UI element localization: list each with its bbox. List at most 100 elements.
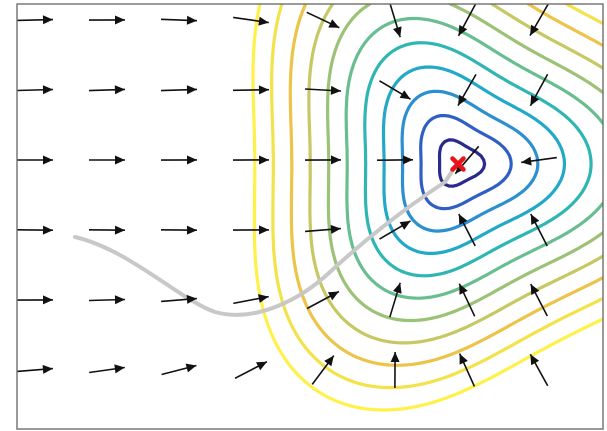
arrow-head — [390, 352, 400, 362]
arrow-head — [327, 291, 339, 301]
arrow-head — [186, 15, 197, 25]
gradient-arrow — [389, 4, 402, 38]
arrow-head — [399, 90, 411, 100]
arrow-head — [187, 225, 197, 235]
arrow-head — [43, 155, 53, 165]
arrow-head — [186, 85, 197, 95]
contour-level-4 — [381, 65, 567, 255]
minimum-marker — [450, 156, 466, 172]
contour-level-11 — [251, 4, 603, 412]
arrow-head — [114, 225, 125, 235]
contour-level-8 — [307, 4, 603, 345]
gradient-arrow — [457, 4, 477, 37]
arrow-head — [458, 214, 468, 225]
arrow-head — [42, 225, 53, 235]
arrow-head — [330, 85, 341, 95]
gradient-arrow — [88, 15, 126, 25]
gradient-arrow — [304, 155, 342, 165]
arrow-head — [256, 361, 267, 371]
gradient-arrow — [88, 85, 126, 95]
contour-level-5 — [363, 41, 593, 278]
arrow-head — [324, 355, 334, 367]
gradient-arrow — [529, 353, 549, 387]
gradient-arrow — [530, 213, 548, 247]
contour-level-9 — [288, 4, 603, 367]
gradient-arrow — [17, 85, 54, 95]
arrow-head — [521, 156, 532, 166]
gradient-arrow — [89, 155, 125, 165]
arrow-head — [459, 283, 468, 295]
arrow-head — [259, 155, 269, 165]
arrow-head — [43, 295, 53, 305]
arrow-head — [458, 94, 467, 106]
descent-path — [73, 162, 459, 317]
gradient-arrow — [232, 155, 270, 165]
gradient-arrow — [88, 225, 126, 235]
gradient-arrow — [389, 282, 402, 318]
arrow-head — [402, 155, 413, 165]
gradient-arrow — [529, 4, 549, 36]
gradient-arrow — [379, 220, 411, 240]
arrow-head — [393, 26, 402, 38]
arrow-head — [259, 225, 269, 235]
gradient-arrow — [311, 355, 335, 385]
arrow-head — [258, 16, 269, 26]
arrow-head — [42, 15, 53, 25]
gradient-arrow — [306, 11, 340, 29]
arrow-head — [258, 85, 269, 95]
arrow-head — [114, 364, 125, 374]
gradient-arrow — [233, 294, 269, 305]
arrow-head — [393, 282, 402, 294]
gradient-arrow — [161, 294, 197, 304]
gradient-arrow — [17, 15, 54, 25]
gradient-arrow — [17, 295, 54, 305]
gradient-arrow — [17, 155, 53, 165]
gradient-arrow — [17, 364, 53, 374]
arrow-head — [331, 155, 341, 165]
arrow-head — [115, 15, 125, 25]
gradient-arrow — [88, 295, 126, 305]
gradient-arrow — [458, 353, 476, 387]
gradient-arrow — [521, 156, 557, 166]
arrow-head — [530, 94, 540, 106]
gradient-arrow — [232, 225, 270, 235]
gradient-arrow — [160, 85, 198, 95]
gradient-arrow — [232, 85, 270, 95]
gradient-arrow — [306, 290, 340, 310]
gradient-arrow — [458, 213, 476, 247]
x-mark-stroke-2 — [450, 156, 466, 172]
arrow-head — [42, 364, 53, 374]
arrow-head — [530, 24, 539, 36]
gradient-arrow — [529, 73, 549, 107]
arrow-head — [258, 294, 269, 303]
contour-level-2 — [419, 114, 513, 211]
gradient-arrow — [304, 85, 342, 95]
arrow-head — [187, 155, 197, 165]
gradient-arrow — [379, 80, 411, 100]
arrow-head — [114, 85, 125, 95]
gradient-arrow — [160, 155, 198, 165]
gradient-arrow — [529, 283, 549, 317]
arrow-head — [530, 284, 540, 295]
arrow-head — [328, 19, 340, 28]
gradient-arrow — [457, 74, 477, 106]
arrow-head — [399, 220, 411, 230]
arrow-head — [459, 353, 468, 365]
gradient-arrow — [160, 225, 198, 235]
gradient-arrow — [17, 225, 54, 235]
arrow-head — [530, 214, 540, 225]
gradient-arrow — [458, 283, 476, 317]
gradient-arrow — [89, 364, 125, 374]
arrow-head — [42, 85, 53, 95]
contour-level-10 — [270, 4, 603, 390]
arrow-head — [530, 354, 540, 366]
gradient-arrow — [305, 224, 341, 234]
plot-frame — [16, 3, 604, 430]
arrow-head — [185, 363, 197, 373]
arrow-head — [186, 294, 197, 304]
gradient-arrow — [390, 351, 400, 389]
gradient-arrow — [161, 363, 197, 376]
gradient-arrow — [233, 16, 269, 26]
